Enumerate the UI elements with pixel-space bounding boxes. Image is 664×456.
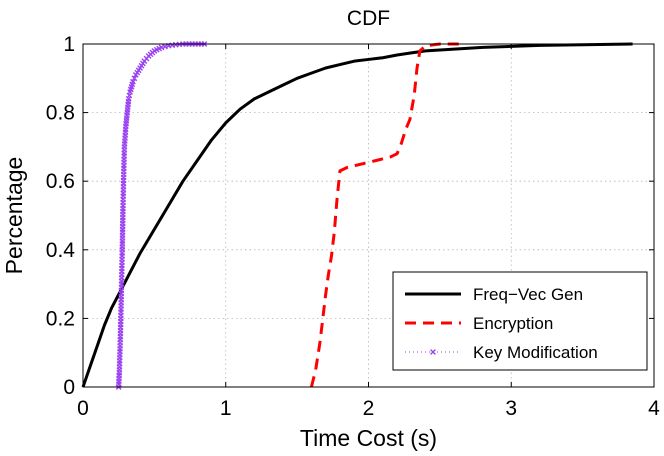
y-tick-label: 1 xyxy=(63,33,75,56)
data-point xyxy=(130,78,136,85)
chart-title: CDF xyxy=(347,7,390,30)
y-tick-label: 0.8 xyxy=(46,102,75,125)
y-tick-label: 0.2 xyxy=(46,307,75,330)
y-tick-label: 0.6 xyxy=(46,170,75,193)
y-tick-label: 0.4 xyxy=(46,239,76,262)
grid xyxy=(83,44,654,387)
legend-box xyxy=(392,271,648,371)
x-tick-label: 3 xyxy=(505,397,517,420)
series-1 xyxy=(309,42,462,388)
legend-label: Encryption xyxy=(473,314,553,333)
legend-marker xyxy=(430,349,436,355)
y-tick-label: 0 xyxy=(63,376,75,399)
x-tick-label: 1 xyxy=(220,397,232,420)
legend-label: Key Modification xyxy=(473,343,598,362)
x-tick-label: 2 xyxy=(363,397,375,420)
legend: Freq−Vec Gen Encryption Key Modification xyxy=(392,271,648,371)
x-tick-label: 0 xyxy=(77,397,89,420)
series-line xyxy=(309,42,462,388)
x-tick-label: 4 xyxy=(648,397,660,420)
y-axis-title: Percentage xyxy=(1,157,27,275)
data-point xyxy=(131,75,138,82)
x-axis-title: Time Cost (s) xyxy=(300,425,437,451)
axis-ticks: 0 1 2 3 4 0 0.2 0.4 0.6 0.8 1 xyxy=(46,33,660,420)
legend-label: Freq−Vec Gen xyxy=(473,285,583,304)
